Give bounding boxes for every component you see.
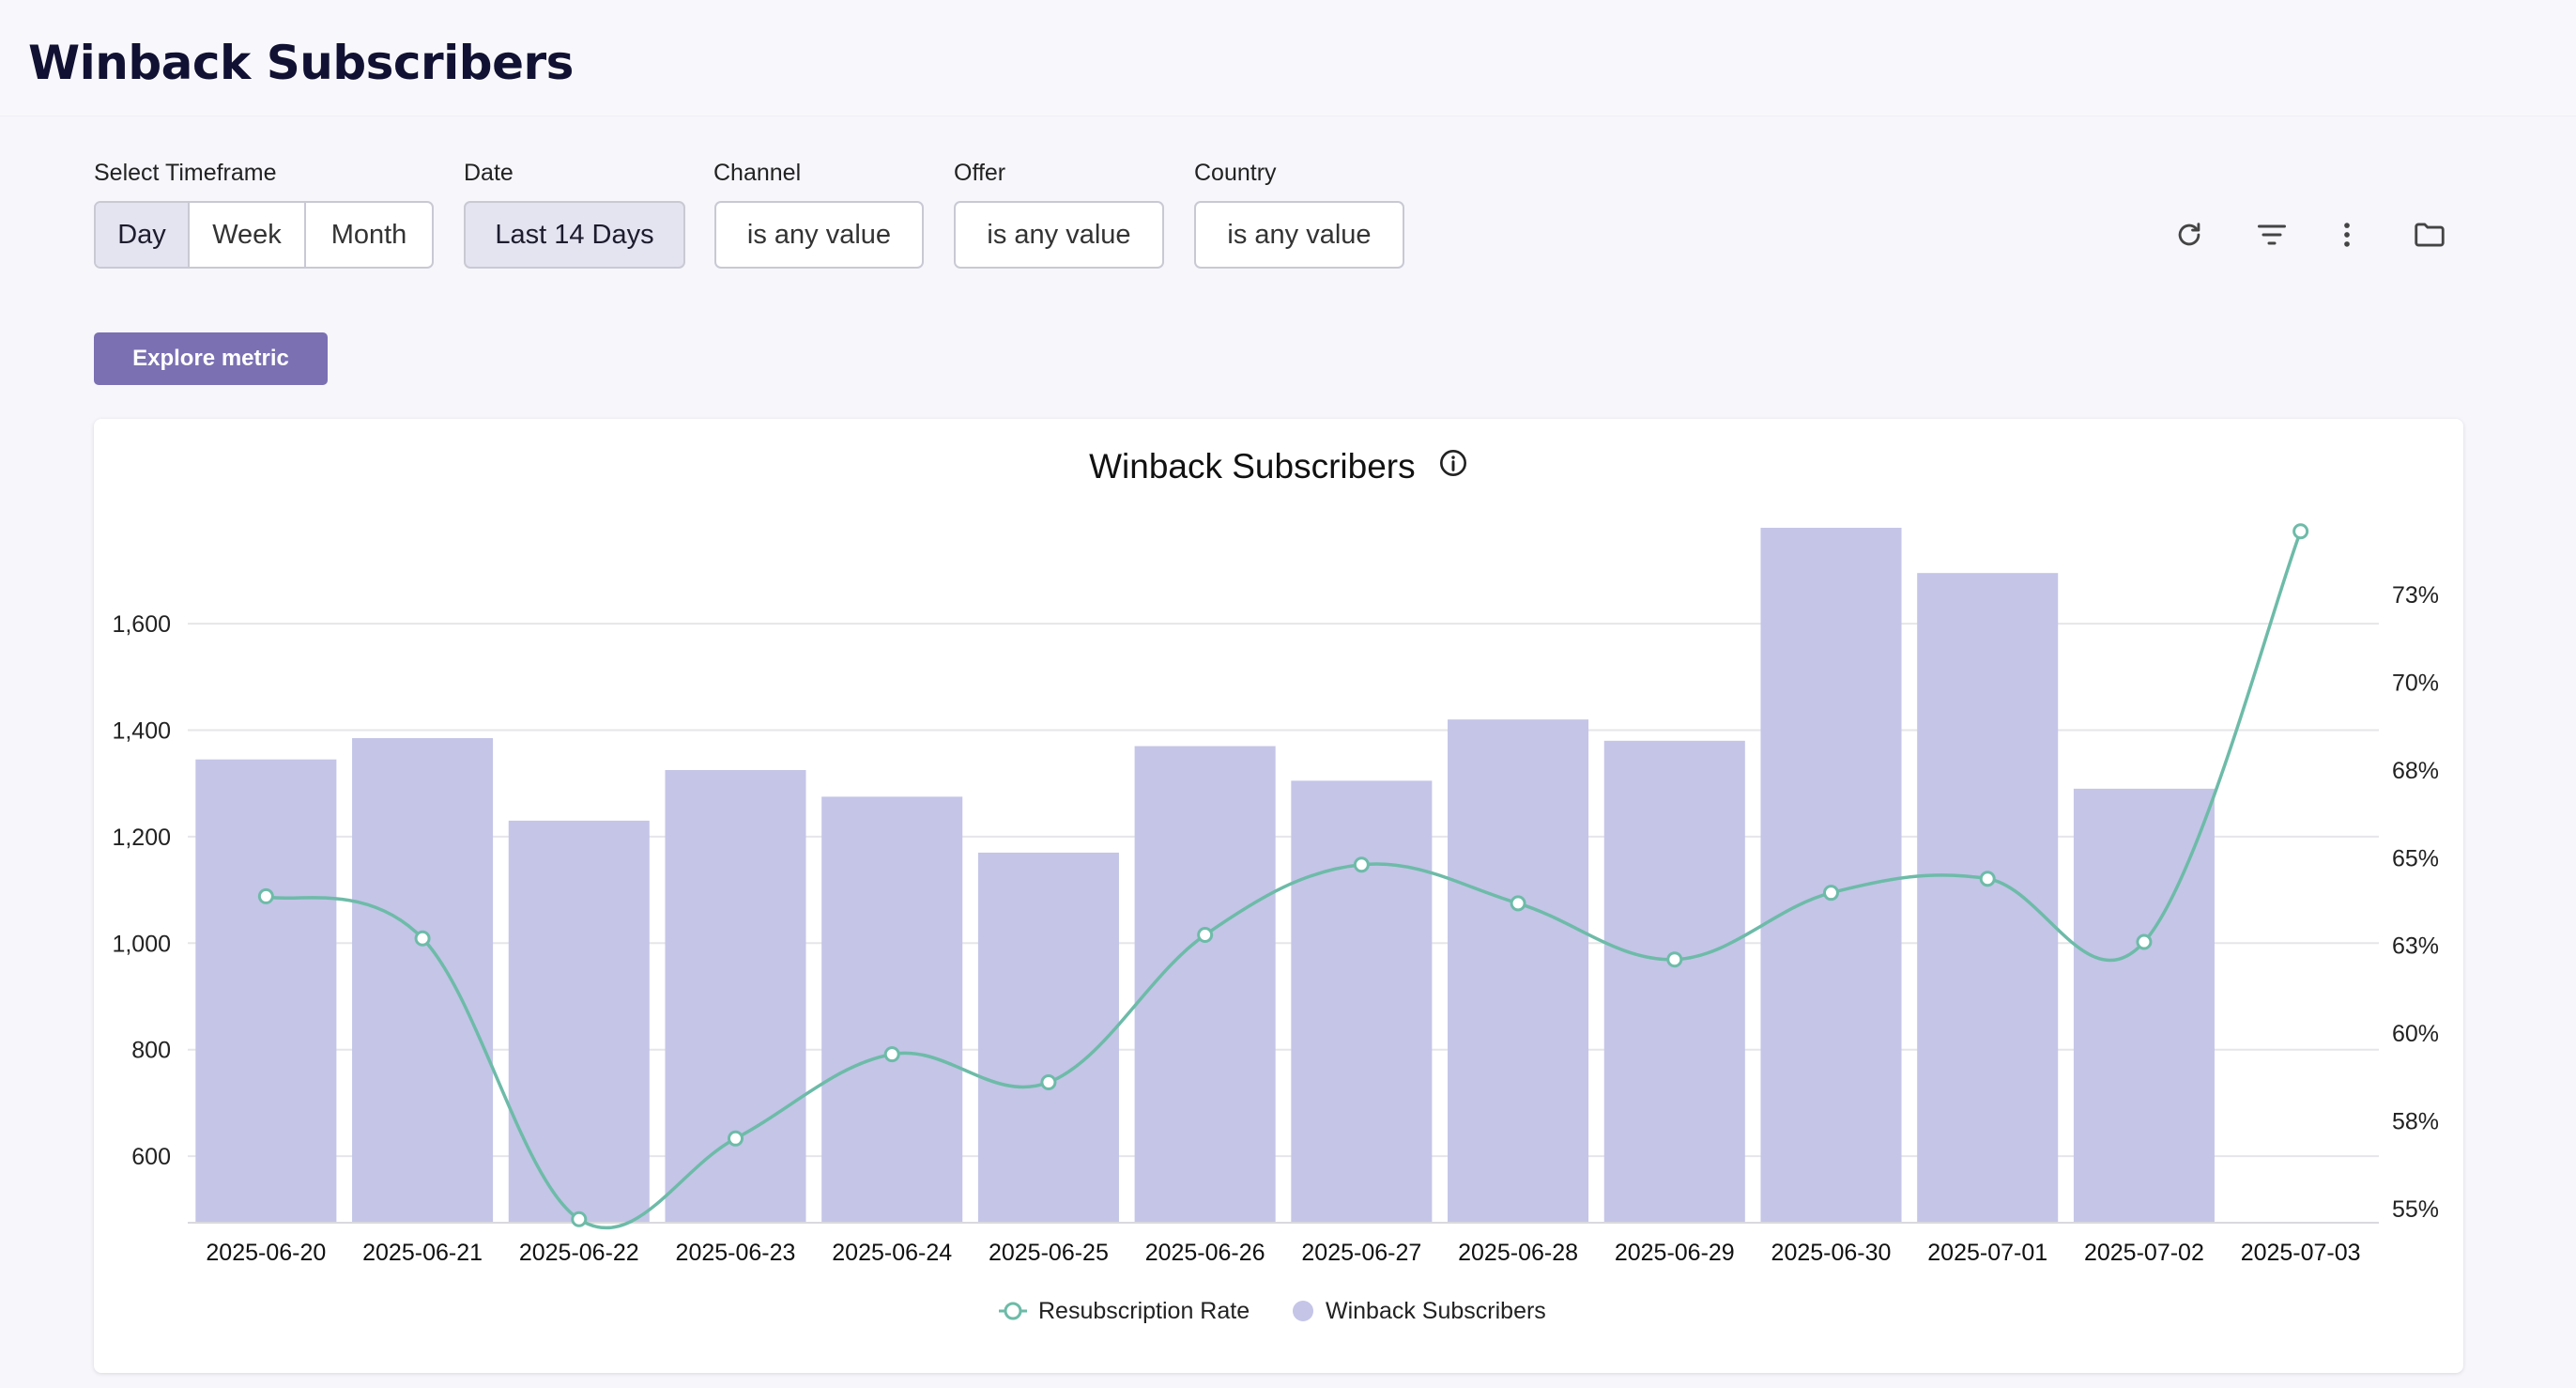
y-right-tick-label: 55%	[2392, 1196, 2439, 1223]
line-point	[2136, 933, 2153, 950]
line-point	[257, 887, 274, 904]
line-point	[2292, 523, 2309, 540]
x-tick-label: 2025-06-22	[519, 1240, 639, 1266]
line-point	[883, 1046, 900, 1063]
x-tick-label: 2025-06-25	[989, 1240, 1109, 1266]
y-right-tick-label: 60%	[2392, 1021, 2439, 1047]
bar	[195, 759, 337, 1223]
x-tick-label: 2025-07-02	[2084, 1240, 2204, 1266]
bar	[1760, 528, 1902, 1223]
bar	[1448, 719, 1589, 1223]
y-left-tick-label: 1,200	[112, 825, 171, 851]
date-label: Date	[464, 160, 514, 186]
y-right-tick-label: 58%	[2392, 1109, 2439, 1135]
x-tick-label: 2025-06-21	[362, 1240, 483, 1266]
x-tick-label: 2025-06-20	[206, 1240, 326, 1266]
line-point	[1979, 871, 1996, 887]
timeframe-toggle: Day Week Month	[94, 201, 434, 269]
line-point	[571, 1211, 588, 1227]
line-point	[1823, 885, 1839, 902]
y-left-tick-label: 1,400	[112, 717, 171, 744]
y-right-tick-label: 68%	[2392, 758, 2439, 784]
x-tick-label: 2025-06-28	[1458, 1240, 1578, 1266]
more-vertical-icon[interactable]	[2323, 210, 2371, 259]
country-label: Country	[1194, 160, 1277, 186]
x-tick-label: 2025-07-03	[2241, 1240, 2361, 1266]
x-tick-label: 2025-06-27	[1301, 1240, 1421, 1266]
combo-chart: 600 800 1,000 1,200 1,400 1,600 55% 58% 60% 63% 65…	[112, 523, 2439, 1324]
x-tick-label: 2025-07-01	[1927, 1240, 2047, 1266]
date-filter-button[interactable]: Last 14 Days	[464, 201, 685, 269]
line-point	[1197, 927, 1214, 944]
y-left-tick-label: 800	[131, 1038, 171, 1064]
timeframe-label: Select Timeframe	[94, 160, 277, 186]
x-tick-label: 2025-06-23	[676, 1240, 796, 1266]
bar	[977, 852, 1119, 1223]
page-header: Winback Subscribers	[0, 0, 2576, 116]
y-left-tick-label: 600	[131, 1144, 171, 1170]
legend-line-marker-dot	[1004, 1302, 1022, 1320]
chart-title: Winback Subscribers	[1089, 447, 1416, 486]
x-tick-label: 2025-06-26	[1145, 1240, 1265, 1266]
x-tick-label: 2025-06-30	[1771, 1240, 1892, 1266]
chart-title-row: Winback Subscribers	[94, 445, 2463, 486]
timeframe-day-button[interactable]: Day	[96, 203, 190, 267]
x-tick-label: 2025-06-24	[832, 1240, 952, 1266]
line-point	[1510, 895, 1526, 912]
timeframe-week-button[interactable]: Week	[190, 203, 306, 267]
y-right-tick-label: 65%	[2392, 845, 2439, 871]
y-right-tick-label: 63%	[2392, 933, 2439, 960]
explore-metric-button[interactable]: Explore metric	[94, 332, 328, 385]
page-title: Winback Subscribers	[28, 36, 574, 90]
offer-label: Offer	[954, 160, 1006, 186]
line-point	[1666, 951, 1683, 968]
y-left-tick-label: 1,000	[112, 931, 171, 957]
legend-label-resubscription-rate: Resubscription Rate	[1038, 1298, 1250, 1324]
bar	[1603, 740, 1745, 1223]
bar	[665, 770, 806, 1223]
country-filter-button[interactable]: is any value	[1194, 201, 1404, 269]
bar	[1134, 746, 1276, 1223]
channel-label: Channel	[713, 160, 802, 186]
bar	[1917, 573, 2059, 1223]
filter-icon[interactable]	[2247, 210, 2296, 259]
refresh-icon[interactable]	[2165, 210, 2214, 259]
channel-filter-button[interactable]: is any value	[714, 201, 924, 269]
y-left-tick-label: 1,600	[112, 611, 171, 638]
y-right-tick-label: 70%	[2392, 670, 2439, 696]
line-point	[1040, 1074, 1057, 1091]
chart-card: Winback Subscribers 600 800 1,000 1,200 1,40…	[94, 419, 2463, 1373]
bar	[2073, 788, 2215, 1223]
bar	[821, 796, 963, 1223]
bar	[1291, 780, 1433, 1223]
bar	[508, 820, 650, 1223]
line-point	[414, 930, 431, 947]
timeframe-month-button[interactable]: Month	[330, 219, 407, 250]
folder-icon[interactable]	[2405, 210, 2454, 259]
legend-label-winback-subscribers: Winback Subscribers	[1326, 1298, 1546, 1324]
x-tick-label: 2025-06-29	[1615, 1240, 1735, 1266]
line-point	[1353, 856, 1370, 873]
info-icon[interactable]	[1438, 447, 1468, 486]
line-point	[728, 1130, 744, 1147]
offer-filter-button[interactable]: is any value	[954, 201, 1164, 269]
legend-bar-marker	[1293, 1301, 1313, 1321]
y-right-tick-label: 73%	[2392, 582, 2439, 609]
bar	[352, 737, 494, 1223]
